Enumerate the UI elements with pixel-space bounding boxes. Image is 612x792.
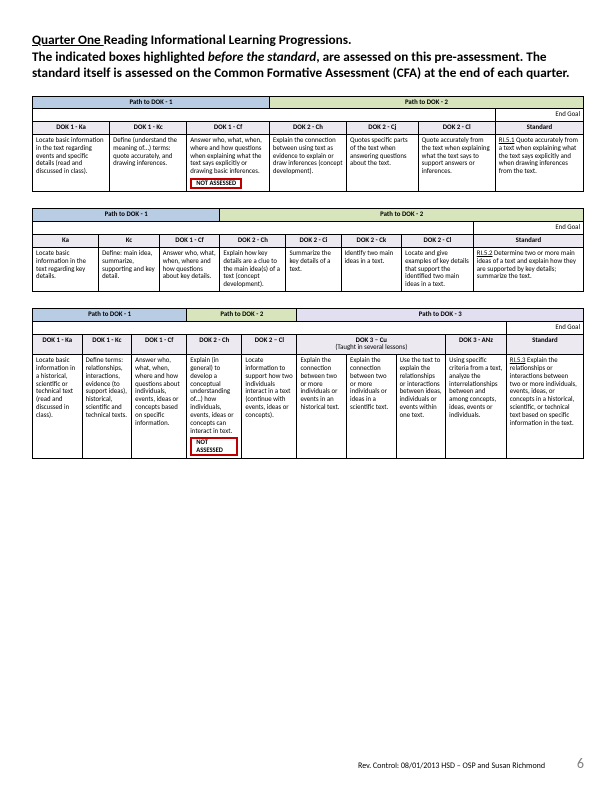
t3-c7: Standard bbox=[506, 334, 583, 355]
t1-path2: Path to DOK - 2 bbox=[269, 96, 583, 109]
t1-c3: DOK 2 - Ch bbox=[269, 122, 346, 135]
t3-endgoal: End Goal bbox=[506, 321, 583, 334]
t2-path2: Path to DOK - 2 bbox=[220, 209, 584, 222]
t2-cell5: Identify two main ideas in a text. bbox=[341, 247, 402, 291]
t3-c2: DOK 1 - Cf bbox=[132, 334, 187, 355]
t2-c0: Ka bbox=[33, 235, 99, 248]
t3-path2: Path to DOK - 2 bbox=[187, 308, 297, 321]
intro-text: Quarter One Reading Informational Learni… bbox=[32, 32, 584, 82]
t1-cell3: Explain the connection between using tex… bbox=[269, 134, 346, 192]
t1-c2: DOK 1 - Cf bbox=[187, 122, 270, 135]
t3-c1: DOK 1 - Kc bbox=[82, 334, 132, 355]
t3-blank bbox=[33, 321, 507, 334]
t3-cell4: Locate information to support how two in… bbox=[242, 355, 297, 459]
table-2: Path to DOK - 1 Path to DOK - 2 End Goal… bbox=[32, 208, 584, 292]
t1-c1: DOK 1 - Kc bbox=[110, 122, 187, 135]
intro-underline: Quarter One bbox=[32, 31, 104, 48]
t1-cell2: Answer who, what, when, where and how qu… bbox=[187, 134, 270, 192]
t2-path1: Path to DOK - 1 bbox=[33, 209, 220, 222]
t3-c0: DOK 1 - Ka bbox=[33, 334, 83, 355]
t2-cell7: RI.5.2 Determine two or more main ideas … bbox=[473, 247, 583, 291]
t3-cell0: Locate basic information in a historical… bbox=[33, 355, 83, 459]
t2-cell0: Locate basic information in the text reg… bbox=[33, 247, 99, 291]
t3-cell9: RI.5.3 Explain the relationships or inte… bbox=[506, 355, 583, 459]
t1-endgoal: End Goal bbox=[495, 109, 583, 122]
t1-cell5: Quote accurately from the text when expl… bbox=[418, 134, 495, 192]
t2-c1: Kc bbox=[99, 235, 160, 248]
t3-c3: DOK 2 - Ch bbox=[187, 334, 242, 355]
t2-endgoal: End Goal bbox=[473, 222, 583, 235]
t3-cell1: Define terms: relationships, interaction… bbox=[82, 355, 132, 459]
t1-cell4: Quotes specific parts of the text when a… bbox=[347, 134, 419, 192]
t1-path1: Path to DOK - 1 bbox=[33, 96, 270, 109]
t3-c6: DOK 3 - ANz bbox=[446, 334, 507, 355]
t1-cell6: RI.5.1 Quote accurately from a text when… bbox=[495, 134, 583, 192]
t3-cell8: Using specific criteria from a text, ana… bbox=[446, 355, 507, 459]
t3-path1: Path to DOK - 1 bbox=[33, 308, 187, 321]
intro-rest-title: Reading Informational Learning Progressi… bbox=[104, 31, 352, 48]
t2-c5: DOK 2 - Ck bbox=[341, 235, 402, 248]
t2-cell1: Define: main idea, summarize, supporting… bbox=[99, 247, 160, 291]
t2-c7: Standard bbox=[473, 235, 583, 248]
table-3: Path to DOK - 1 Path to DOK - 2 Path to … bbox=[32, 308, 584, 459]
t3-cell3: Explain (in general) to develop a concep… bbox=[187, 355, 242, 459]
t3-cell7: Use the text to explain the relationship… bbox=[396, 355, 446, 459]
t3-cell5: Explain the connection between two or mo… bbox=[297, 355, 347, 459]
t1-c0: DOK 1 - Ka bbox=[33, 122, 110, 135]
t1-blank bbox=[33, 109, 496, 122]
t2-cell3: Explain how key details are a clue to th… bbox=[220, 247, 286, 291]
t1-c4: DOK 2 - Cj bbox=[347, 122, 419, 135]
t1-c6: Standard bbox=[495, 122, 583, 135]
t1-cell1: Define (understand the meaning of…) term… bbox=[110, 134, 187, 192]
t2-c3: DOK 2 - Ch bbox=[220, 235, 286, 248]
footer: Rev. Control: 08/01/2013 HSD – OSP and S… bbox=[32, 755, 584, 772]
t2-cell2: Answer who, what, when, where and how qu… bbox=[159, 247, 220, 291]
table-1: Path to DOK - 1 Path to DOK - 2 End Goal… bbox=[32, 96, 584, 193]
t2-cell4: Summarize the key details of a text. bbox=[286, 247, 341, 291]
t2-c6: DOK 2 - Cl bbox=[402, 235, 474, 248]
t3-path3: Path to DOK - 3 bbox=[297, 308, 584, 321]
t2-cell6: Locate and give examples of key details … bbox=[402, 247, 474, 291]
not-assessed-badge: NOT ASSESSED bbox=[190, 437, 238, 456]
t2-blank bbox=[33, 222, 474, 235]
t1-c5: DOK 2 - Cl bbox=[418, 122, 495, 135]
t1-cell0: Locate basic information in the text reg… bbox=[33, 134, 110, 192]
not-assessed-badge: NOT ASSESSED bbox=[190, 178, 242, 189]
t3-cell2: Answer who, what, when, where and how qu… bbox=[132, 355, 187, 459]
t3-c4: DOK 2 – Cl bbox=[242, 334, 297, 355]
footer-text: Rev. Control: 08/01/2013 HSD – OSP and S… bbox=[358, 761, 545, 771]
intro-body: The indicated boxes highlighted before t… bbox=[32, 48, 570, 82]
t2-c4: DOK 2 - Ci bbox=[286, 235, 341, 248]
t3-c5top: DOK 3 – Cu(Taught in several lessons) bbox=[297, 334, 446, 355]
page-number: 6 bbox=[577, 755, 584, 772]
t2-c2: DOK 1 - Cf bbox=[159, 235, 220, 248]
t3-cell6: Explain the connection between two or mo… bbox=[347, 355, 397, 459]
